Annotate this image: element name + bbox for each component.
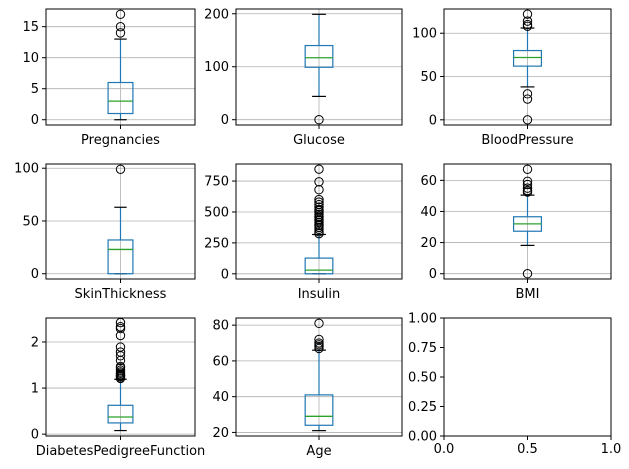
outlier-point — [115, 361, 126, 372]
outlier-point — [522, 16, 533, 26]
outlier-point — [522, 179, 533, 190]
subplot-skinthickness: 0 50 100 SkinThickness — [14, 162, 196, 302]
y-tick-label: 10 — [22, 51, 39, 66]
subplot-insulin: 0 250 500 750 Insulin — [204, 163, 403, 302]
outlier-point — [314, 318, 324, 329]
iqr-box — [304, 257, 334, 275]
subplot-age: 20 40 60 80 Age — [212, 317, 403, 459]
y-tick-label: 0 — [429, 113, 437, 128]
y-tick-label: 50 — [420, 70, 437, 85]
iqr-box — [512, 49, 543, 67]
outlier-point — [522, 89, 533, 99]
outlier-point — [314, 338, 324, 348]
outlier-point — [115, 322, 126, 332]
y-tick-label: 50 — [22, 214, 39, 229]
y-tick-label: 80 — [212, 319, 229, 334]
outlier-point — [115, 347, 126, 357]
outlier-point — [522, 269, 533, 279]
y-tick-label: 1 — [31, 382, 39, 397]
outlier-point — [115, 9, 126, 19]
outlier-point — [314, 164, 324, 174]
y-tick-label: 40 — [420, 205, 437, 220]
x-tick-label: 0.0 — [434, 442, 455, 457]
outlier-point — [115, 365, 126, 375]
outlier-point — [115, 342, 126, 352]
y-tick-label: 100 — [204, 60, 229, 75]
outlier-point — [314, 115, 324, 125]
axes-frame — [443, 317, 612, 437]
outlier-point — [314, 199, 324, 210]
y-tick-label: 0 — [31, 267, 39, 282]
outlier-point — [522, 164, 533, 174]
y-tick-label: 2 — [31, 335, 39, 350]
y-tick-label: 0.00 — [408, 430, 437, 445]
outlier-point — [115, 21, 126, 32]
outlier-point — [522, 19, 533, 30]
outlier-point — [522, 94, 533, 104]
category-label: SkinThickness — [75, 287, 167, 302]
outlier-point — [115, 164, 126, 174]
subplot-diabetespedigreefunction: 0 1 2 DiabetesPedigreeFunction — [31, 317, 206, 459]
outlier-point — [522, 9, 533, 19]
outlier-point — [522, 185, 533, 196]
iqr-box — [107, 239, 134, 275]
subplot-bloodpressure: 0 50 100 BloodPressure — [412, 8, 612, 148]
outlier-point — [314, 197, 324, 207]
y-tick-label: 40 — [212, 390, 229, 405]
y-tick-label: 0 — [221, 113, 229, 128]
y-tick-label: 1.00 — [408, 312, 437, 327]
y-tick-label: 60 — [420, 174, 437, 189]
x-tick-label: 1.0 — [601, 442, 622, 457]
outlier-point — [314, 194, 324, 205]
y-tick-label: 20 — [420, 236, 437, 251]
y-tick-label: 250 — [204, 236, 229, 251]
outlier-point — [314, 202, 324, 212]
subplot-pregnancies: 0 5 10 15 Pregnancies — [22, 8, 196, 148]
y-tick-label: 15 — [22, 20, 39, 35]
category-label: Insulin — [298, 287, 341, 302]
iqr-box — [304, 44, 334, 68]
category-label: Age — [306, 444, 331, 459]
y-tick-label: 0.25 — [408, 400, 437, 415]
y-tick-label: 0 — [31, 428, 39, 443]
y-tick-label: 0 — [221, 267, 229, 282]
category-label: BMI — [516, 287, 540, 302]
outlier-point — [314, 204, 324, 215]
y-tick-label: 5 — [31, 82, 39, 97]
iqr-box — [304, 394, 334, 426]
category-label: Pregnancies — [81, 133, 160, 148]
category-label: Glucose — [293, 133, 345, 148]
y-tick-label: 200 — [204, 7, 229, 22]
outlier-point — [522, 183, 533, 193]
outlier-point — [314, 177, 324, 187]
y-tick-label: 500 — [204, 205, 229, 220]
subplot-bmi: 0 20 40 60 BMI — [420, 163, 612, 302]
y-tick-label: 0.75 — [408, 341, 437, 356]
y-tick-label: 100 — [14, 162, 39, 177]
y-tick-label: 750 — [204, 175, 229, 190]
y-tick-label: 20 — [212, 426, 229, 441]
outlier-point — [522, 115, 533, 125]
y-tick-label: 100 — [412, 27, 437, 42]
outlier-point — [314, 334, 324, 345]
y-tick-label: 60 — [212, 354, 229, 369]
outlier-point — [314, 227, 324, 237]
outlier-point — [115, 28, 126, 38]
x-tick-label: 0.5 — [517, 442, 538, 457]
category-label: DiabetesPedigreeFunction — [36, 444, 206, 459]
y-tick-label: 0 — [429, 267, 437, 282]
iqr-box — [107, 81, 134, 115]
outlier-point — [522, 176, 533, 186]
y-tick-label: 0.50 — [408, 371, 437, 386]
y-tick-label: 0 — [31, 113, 39, 128]
subplot-glucose: 0 100 200 Glucose — [204, 7, 403, 148]
subplot-empty: 0.0 0.5 1.0 0.00 0.25 0.50 0.75 1.00 — [408, 312, 621, 458]
category-label: BloodPressure — [481, 133, 573, 148]
iqr-box — [107, 404, 134, 424]
outlier-point — [115, 317, 126, 328]
